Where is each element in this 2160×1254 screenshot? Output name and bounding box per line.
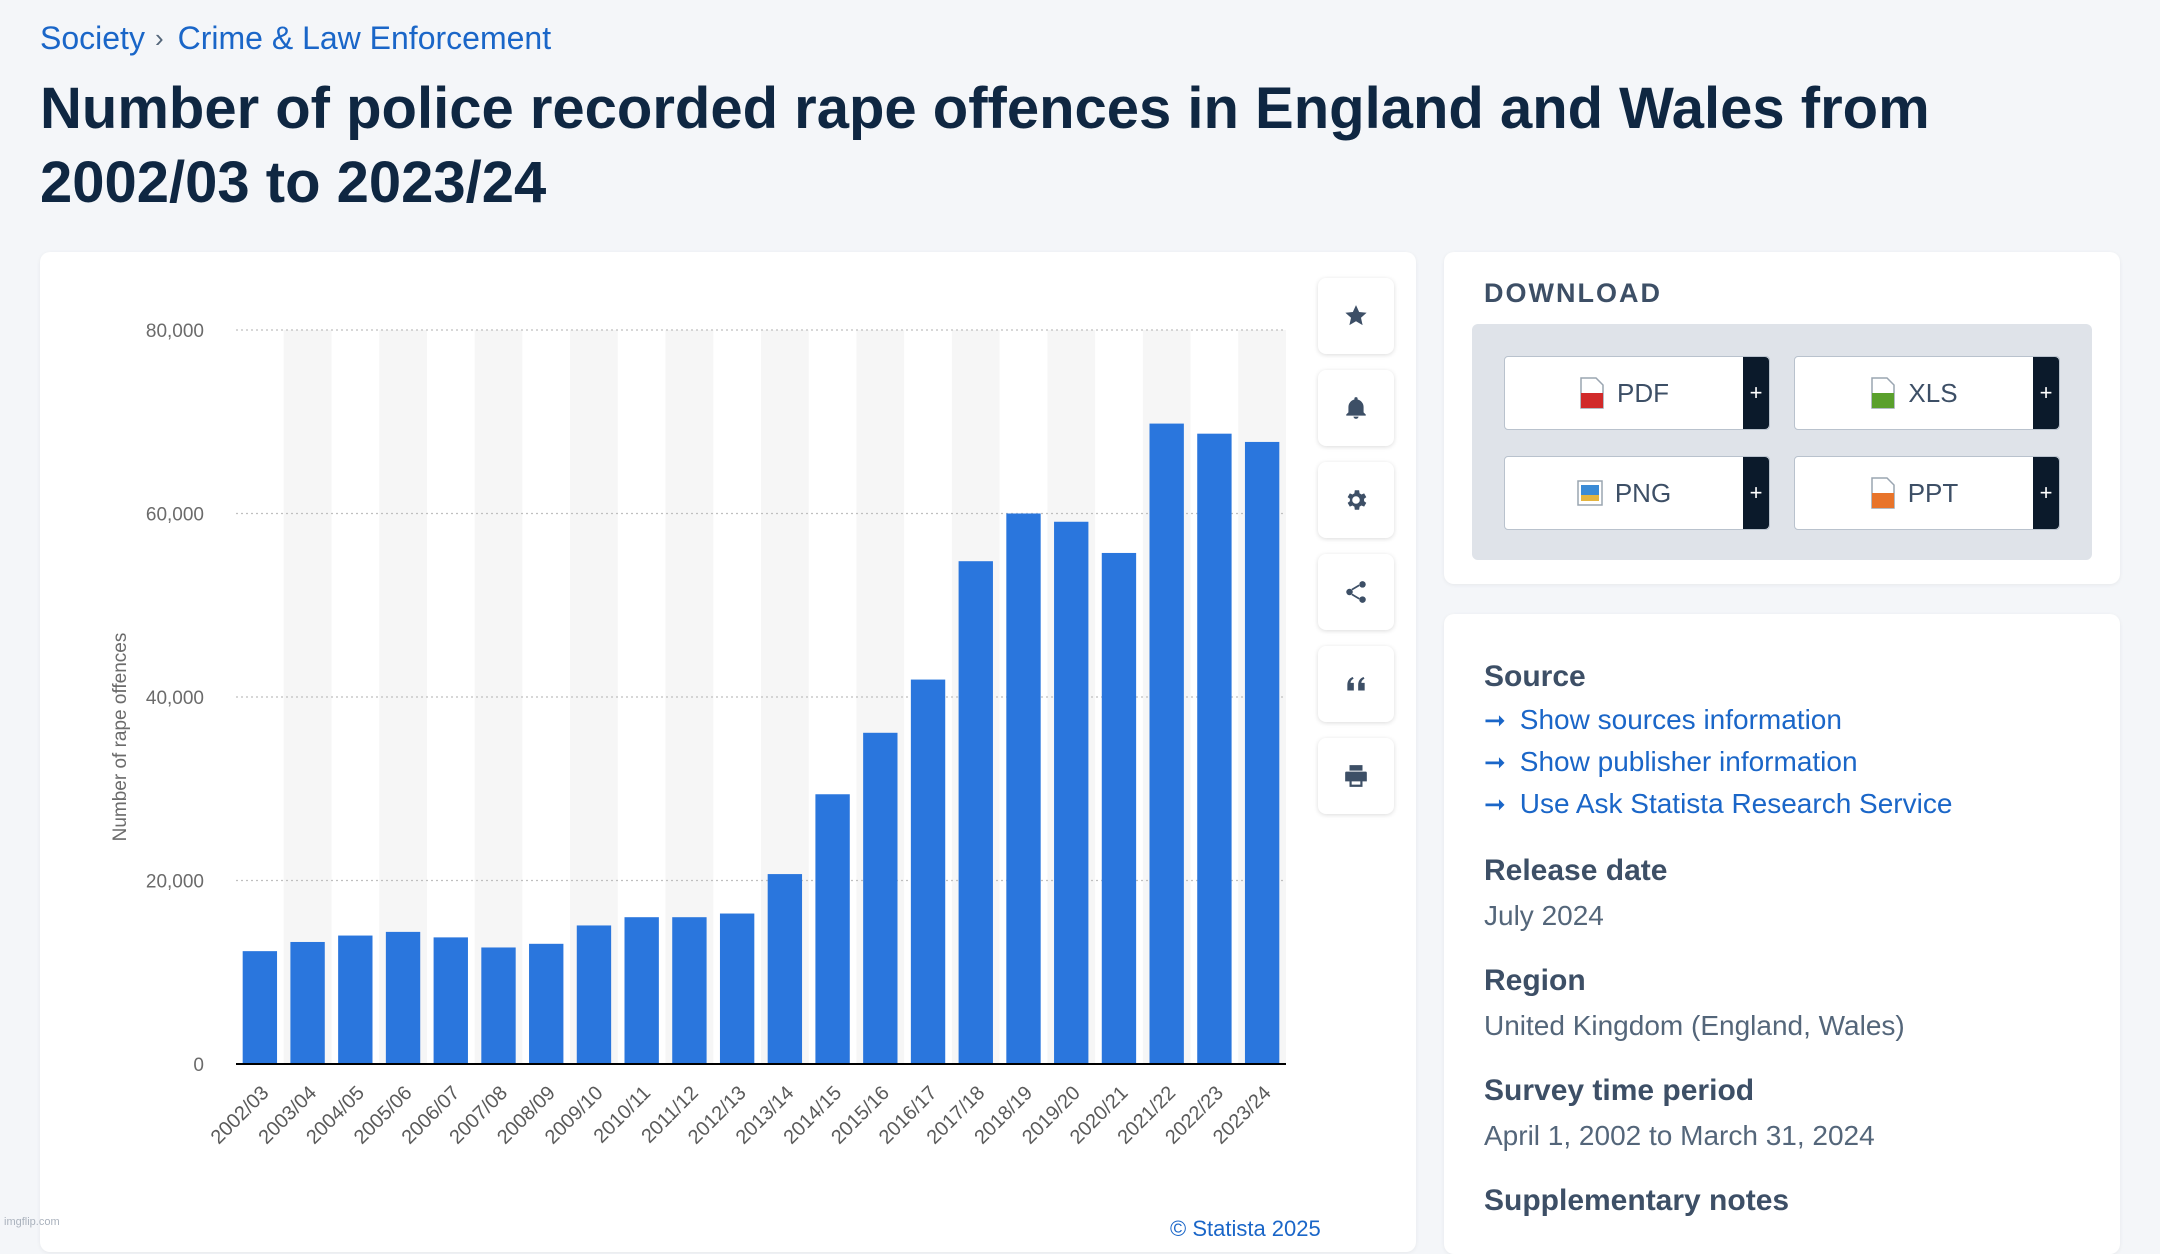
download-xls-plus[interactable]: + bbox=[2033, 357, 2059, 429]
bar bbox=[910, 679, 946, 1064]
download-ppt-plus[interactable]: + bbox=[2033, 457, 2059, 529]
y-tick-label: 20,000 bbox=[146, 872, 204, 893]
source-heading: Source bbox=[1484, 660, 1586, 693]
y-tick-label: 40,000 bbox=[146, 688, 204, 709]
print-button[interactable] bbox=[1318, 738, 1394, 814]
xls-file-icon bbox=[1871, 377, 1896, 409]
region-heading: Region bbox=[1484, 964, 1586, 997]
chart-toolbar bbox=[1318, 278, 1394, 830]
bar bbox=[290, 941, 325, 1064]
bar bbox=[767, 874, 803, 1064]
show-sources-label: Show sources information bbox=[1519, 704, 1842, 735]
survey-period-value: April 1, 2002 to March 31, 2024 bbox=[1484, 1120, 1875, 1151]
arrow-right-icon: ➞ bbox=[1484, 788, 1506, 819]
favorite-button[interactable] bbox=[1318, 278, 1394, 354]
download-xls-button[interactable]: XLS + bbox=[1794, 356, 2060, 430]
bar bbox=[338, 935, 373, 1064]
gear-icon bbox=[1347, 490, 1367, 510]
breadcrumb-crime-law[interactable]: Crime & Law Enforcement bbox=[177, 20, 552, 56]
star-icon bbox=[1345, 305, 1367, 326]
download-pdf-plus[interactable]: + bbox=[1743, 357, 1769, 429]
show-sources-link[interactable]: ➞ Show sources information bbox=[1484, 704, 1842, 736]
breadcrumb-society[interactable]: Society bbox=[40, 20, 145, 56]
bar bbox=[242, 951, 278, 1064]
download-ppt-button[interactable]: PPT + bbox=[1794, 456, 2060, 530]
share-button[interactable] bbox=[1318, 554, 1394, 630]
download-png-plus[interactable]: + bbox=[1743, 457, 1769, 529]
supplementary-notes-heading: Supplementary notes bbox=[1484, 1184, 1790, 1217]
bar bbox=[815, 794, 850, 1064]
bar bbox=[719, 913, 755, 1064]
breadcrumb-separator: › bbox=[154, 23, 164, 53]
info-card: Source ➞ Show sources information ➞ Show… bbox=[1444, 614, 2120, 1254]
arrow-right-icon: ➞ bbox=[1484, 704, 1506, 735]
settings-button[interactable] bbox=[1318, 462, 1394, 538]
download-pdf-label: PDF bbox=[1617, 377, 1669, 408]
download-png-button[interactable]: PNG + bbox=[1504, 456, 1770, 530]
cite-button[interactable] bbox=[1318, 646, 1394, 722]
bar bbox=[1054, 521, 1089, 1064]
breadcrumb: Society › Crime & Law Enforcement bbox=[40, 20, 551, 57]
printer-icon bbox=[1345, 765, 1367, 787]
release-date-value: July 2024 bbox=[1484, 900, 1604, 931]
download-card: DOWNLOAD PDF + XLS + PNG + bbox=[1444, 252, 2120, 584]
y-tick-label: 80,000 bbox=[146, 321, 204, 342]
share-icon bbox=[1346, 581, 1366, 603]
watermark: imgflip.com bbox=[4, 1216, 60, 1228]
y-axis-label: Number of rape offences bbox=[110, 633, 131, 842]
quote-icon bbox=[1347, 676, 1365, 691]
download-pdf-button[interactable]: PDF + bbox=[1504, 356, 1770, 430]
bar bbox=[1197, 433, 1232, 1064]
bell-icon bbox=[1346, 397, 1366, 419]
png-file-icon bbox=[1577, 480, 1603, 506]
bar bbox=[1101, 552, 1137, 1064]
statista-credit[interactable]: © Statista 2025 bbox=[1170, 1216, 1321, 1241]
download-panel: PDF + XLS + PNG + PPT + bbox=[1472, 324, 2092, 560]
survey-period-heading: Survey time period bbox=[1484, 1074, 1755, 1107]
bar-chart: 020,00040,00060,00080,0002002/032003/042… bbox=[110, 321, 1321, 1241]
bar bbox=[1149, 423, 1184, 1064]
bar bbox=[863, 732, 898, 1064]
bar bbox=[958, 561, 993, 1064]
download-xls-label: XLS bbox=[1908, 377, 1958, 408]
bar bbox=[672, 917, 707, 1064]
bar bbox=[1006, 513, 1041, 1064]
y-tick-label: 60,000 bbox=[146, 505, 204, 526]
bar bbox=[529, 943, 564, 1064]
bar bbox=[433, 937, 468, 1064]
bar bbox=[385, 931, 421, 1064]
ask-statista-link[interactable]: ➞ Use Ask Statista Research Service bbox=[1484, 788, 1952, 820]
y-tick-label: 0 bbox=[193, 1055, 204, 1076]
pdf-file-icon bbox=[1580, 377, 1604, 409]
bar bbox=[576, 925, 612, 1064]
download-ppt-label: PPT bbox=[1907, 477, 1959, 508]
chart-card: 0 20,000 40,000 60,000 80,000 2002/03 2003/04 2… bbox=[40, 252, 1416, 1252]
bar bbox=[1244, 441, 1280, 1064]
notification-button[interactable] bbox=[1318, 370, 1394, 446]
region-value: United Kingdom (England, Wales) bbox=[1484, 1010, 1905, 1041]
show-publisher-link[interactable]: ➞ Show publisher information bbox=[1484, 746, 1858, 778]
ask-statista-label: Use Ask Statista Research Service bbox=[1519, 788, 1953, 819]
show-publisher-label: Show publisher information bbox=[1519, 746, 1858, 777]
bar bbox=[624, 917, 659, 1064]
arrow-right-icon: ➞ bbox=[1484, 746, 1506, 777]
ppt-file-icon bbox=[1870, 477, 1895, 509]
bar bbox=[481, 947, 516, 1064]
download-title: DOWNLOAD bbox=[1484, 278, 1662, 308]
download-png-label: PNG bbox=[1614, 477, 1672, 508]
release-date-heading: Release date bbox=[1484, 854, 1668, 887]
page-title: Number of police recorded rape offences … bbox=[40, 76, 1930, 215]
